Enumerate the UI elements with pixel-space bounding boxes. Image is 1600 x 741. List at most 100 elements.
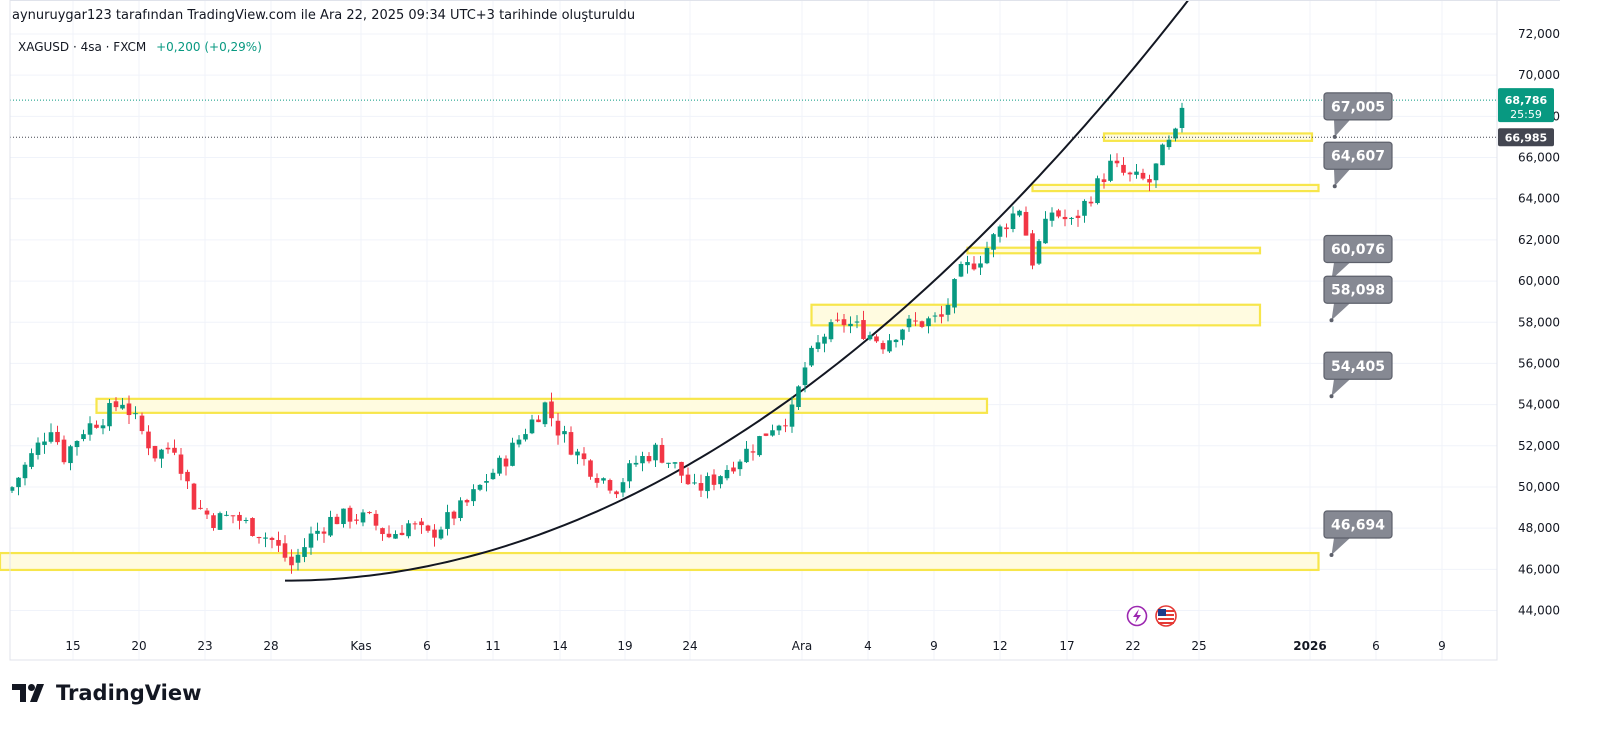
candle-body [295, 554, 301, 563]
candle-body [1153, 163, 1159, 181]
candle-body [568, 432, 574, 455]
candle-body [139, 415, 145, 432]
candle-body [16, 477, 21, 488]
candle-body [497, 457, 502, 474]
time-tick-label: 20 [131, 639, 146, 653]
callout-anchor [1332, 134, 1337, 139]
price-axis[interactable]: 72,00070,00068,00066,00064,00062,00060,0… [1496, 0, 1560, 660]
candle-body [1049, 212, 1055, 221]
time-tick-label: 4 [864, 639, 872, 653]
time-axis[interactable]: 15 20 23 28 Kas 6 11 14 19 24 Ara 4 9 12 17 22 25 2026 6 9 [9, 0, 1560, 661]
candle-body [945, 304, 951, 315]
callout-label: 60,076 [1331, 242, 1385, 258]
price-tick-label: 52,000 [1518, 439, 1560, 453]
candle-body [815, 342, 821, 349]
candle-body [87, 423, 93, 435]
candle-body [588, 460, 593, 477]
time-tick-label: 9 [1438, 639, 1446, 653]
candle-body [932, 315, 938, 317]
time-tick-label: 19 [617, 639, 632, 653]
candle-body [952, 279, 957, 308]
candle-body [406, 523, 411, 537]
candle-body [757, 436, 762, 456]
callout-label: 64,607 [1331, 149, 1385, 165]
candle-body [347, 507, 353, 522]
candle-body [419, 521, 424, 526]
candle-body [718, 476, 723, 485]
candle-body [484, 480, 489, 483]
candle-body [126, 403, 132, 416]
callout-pointer [1331, 262, 1350, 280]
candle-body [731, 467, 736, 472]
symbol-legend[interactable]: XAGUSD · 4sa · FXCM +0,200 (+0,29%) [18, 40, 262, 54]
candle-body [633, 462, 639, 465]
candle-body [1179, 107, 1185, 128]
candle-body [581, 453, 587, 460]
candle-body [562, 431, 567, 435]
candle-body [308, 533, 314, 548]
time-tick-label: 6 [423, 639, 431, 653]
candle-body [185, 471, 190, 482]
candle-body [146, 431, 151, 449]
candle-body [445, 512, 450, 529]
candle-body [152, 445, 158, 459]
candle-body [113, 401, 119, 408]
price-zone [95, 397, 989, 414]
us-flag-icon[interactable] [1155, 605, 1177, 627]
candle-body [1095, 178, 1100, 204]
candle-body [55, 431, 60, 443]
candle-body [367, 512, 372, 514]
lightning-icon[interactable] [1126, 605, 1148, 627]
candle-body [750, 451, 756, 453]
callout-box [1323, 510, 1393, 539]
tradingview-brand[interactable]: TradingView [12, 681, 201, 705]
candle-body [451, 511, 457, 519]
candle-body [620, 482, 626, 493]
price-zone [0, 551, 1320, 572]
time-tick-label: 11 [485, 639, 500, 653]
candle-body [991, 234, 996, 250]
candle-body [328, 516, 333, 536]
candle-body [302, 547, 307, 557]
candle-body [984, 247, 990, 264]
candle-body [1069, 217, 1074, 219]
candle-body [601, 478, 606, 481]
time-tick-label: 25 [1191, 639, 1206, 653]
candle-body [1062, 216, 1068, 220]
candle-body [711, 474, 717, 485]
candle-body [1036, 241, 1042, 264]
candle-body [1173, 128, 1178, 139]
candle-body [217, 513, 223, 530]
candle-body [861, 320, 866, 339]
time-tick-label: 23 [197, 639, 212, 653]
callout-pointer [1331, 379, 1350, 397]
candle-body [191, 483, 197, 510]
chart-caption: aynuruygar123 tarafından TradingView.com… [12, 8, 636, 23]
candle-body [289, 556, 294, 566]
candle-body [243, 520, 249, 522]
candle-body [198, 507, 203, 509]
price-zone [810, 303, 1262, 327]
price-tick-label: 72,000 [1518, 27, 1560, 41]
time-tick-label: 15 [65, 639, 80, 653]
price-callout: 64,607 [1323, 141, 1393, 189]
candle-body [887, 340, 892, 352]
candle-body [360, 512, 366, 523]
candle-body [250, 518, 255, 536]
candle-body [965, 262, 970, 266]
candle-body [354, 519, 359, 521]
price-tick-label: 50,000 [1518, 480, 1560, 494]
candle-body [165, 447, 171, 450]
candle-body [529, 419, 535, 434]
candle-body [848, 323, 853, 327]
candle-body [880, 343, 886, 350]
callout-anchor [1332, 184, 1337, 189]
candle-body [373, 513, 379, 526]
candle-body [224, 514, 229, 516]
candle-body [438, 529, 444, 539]
candle-body [789, 404, 795, 427]
candle-body [1160, 144, 1165, 166]
candle-body [1114, 160, 1120, 164]
